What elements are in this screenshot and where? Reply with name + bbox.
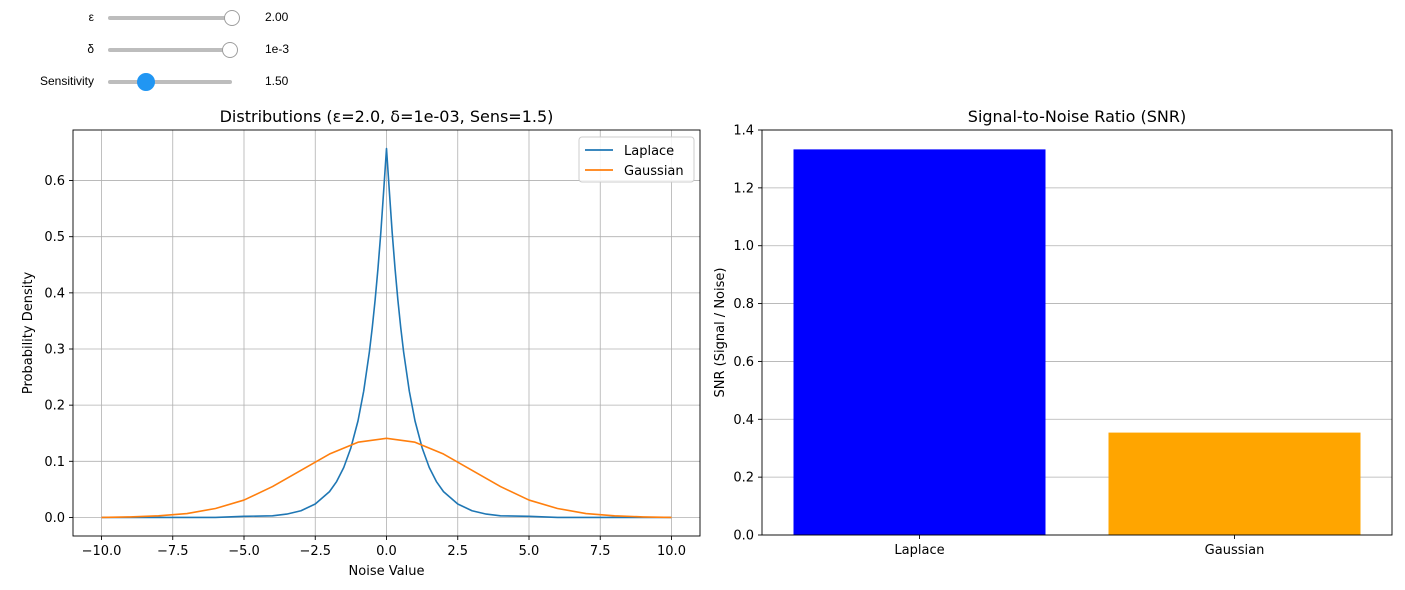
delta-slider-label: δ: [87, 42, 94, 56]
bar-laplace: [793, 149, 1046, 535]
x-tick-label: 2.5: [447, 544, 468, 559]
chart-title: Signal-to-Noise Ratio (SNR): [968, 107, 1186, 126]
plot-frame: [761, 129, 1393, 536]
x-tick-label: 5.0: [519, 544, 540, 559]
distributions-chart: −10.0 −7.5 −5.0 −2.5 0.0 2.5 5.0 7.5 10.0 0.0 0.1 0…: [21, 107, 701, 579]
y-tick-label: 0.0: [44, 511, 65, 526]
y-axis-label: Probability Density: [21, 272, 36, 395]
epsilon-slider-row: ε 2.00: [0, 6, 330, 30]
x-tick-label: 0.0: [376, 544, 397, 559]
delta-slider-handle[interactable]: [221, 42, 238, 58]
y-tick-label: 0.2: [44, 399, 65, 414]
epsilon-slider-handle[interactable]: [224, 10, 240, 26]
sensitivity-slider-handle[interactable]: [137, 73, 156, 91]
y-tick-label: 0.4: [733, 413, 754, 428]
y-tick-label: 0.0: [733, 529, 754, 544]
y-tick-label: 0.5: [44, 230, 65, 245]
bar-gaussian: [1108, 432, 1361, 535]
sensitivity-slider-label: Sensitivity: [39, 74, 94, 88]
delta-slider-row: δ 1e-3: [0, 38, 330, 62]
x-axis-label: Noise Value: [349, 564, 425, 579]
legend-label-gaussian: Gaussian: [624, 164, 684, 179]
epsilon-slider-value: 2.00: [265, 10, 289, 24]
x-tick-label: Gaussian: [1205, 543, 1265, 558]
x-tick-label: 7.5: [590, 544, 611, 559]
x-tick-label: 10.0: [657, 544, 686, 559]
x-tick-label: Laplace: [894, 543, 944, 558]
y-tick-label: 0.8: [733, 297, 754, 312]
x-tick-label: −7.5: [157, 544, 189, 559]
y-tick-label: 0.3: [44, 343, 65, 358]
delta-slider[interactable]: [108, 42, 238, 58]
series-line-gaussian: [101, 437, 672, 519]
x-tick-label: −10.0: [82, 544, 122, 559]
sensitivity-slider[interactable]: [108, 73, 232, 91]
chart-title: Distributions (ε=2.0, δ=1e-03, Sens=1.5): [220, 107, 554, 126]
sensitivity-slider-row: Sensitivity 1.50: [0, 70, 330, 94]
delta-slider-value: 1e-3: [265, 42, 290, 56]
legend-label-laplace: Laplace: [624, 144, 674, 159]
y-tick-label: 1.4: [733, 124, 754, 139]
y-tick-label: 1.2: [733, 181, 754, 196]
y-tick-label: 0.2: [733, 471, 754, 486]
sensitivity-slider-value: 1.50: [265, 74, 289, 88]
slider-controls: ε 2.00 δ 1e-3 Sensitivity 1.50: [0, 0, 330, 100]
y-tick-label: 0.6: [733, 355, 754, 370]
y-tick-label: 1.0: [733, 239, 754, 254]
y-tick-label: 0.4: [44, 286, 65, 301]
x-tick-label: −2.5: [299, 544, 331, 559]
epsilon-slider[interactable]: [108, 10, 240, 26]
x-tick-label: −5.0: [228, 544, 260, 559]
snr-chart: Laplace Gaussian 0.0 0.2 0.4 0.6 0.8 1.0 1.2 1.4 S…: [713, 107, 1393, 558]
y-tick-label: 0.6: [44, 174, 65, 189]
y-tick-label: 0.1: [44, 455, 65, 470]
series-line-laplace: [101, 147, 672, 519]
y-axis-label: SNR (Signal / Noise): [713, 268, 728, 398]
epsilon-slider-label: ε: [88, 10, 94, 24]
